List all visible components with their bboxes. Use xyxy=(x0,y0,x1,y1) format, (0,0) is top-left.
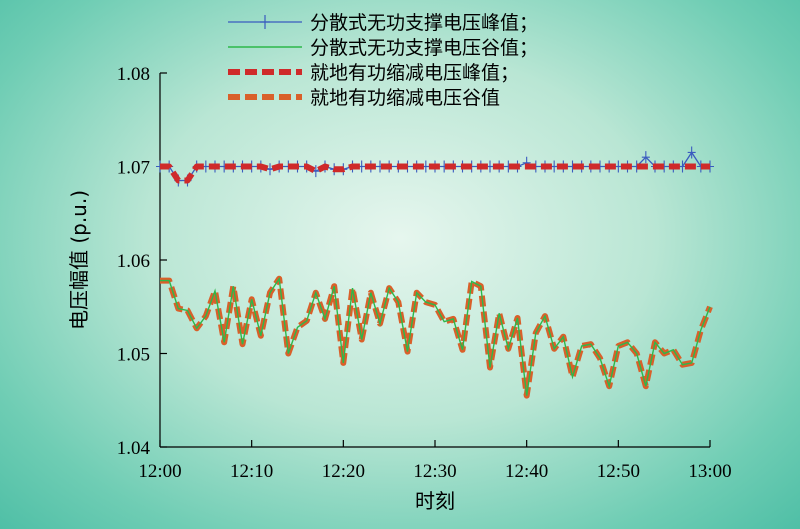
legend-item-1: 分散式无功支撑电压谷值； xyxy=(228,37,538,59)
y-axis-title: 电压幅值 (p.u.) xyxy=(67,190,91,330)
x-tick-label: 12:30 xyxy=(413,461,456,482)
legend-item-2: 就地有功缩减电压峰值； xyxy=(228,62,519,84)
series-line xyxy=(160,275,713,399)
x-tick-label: 12:20 xyxy=(322,461,365,482)
x-tick-label: 12:10 xyxy=(230,461,273,482)
y-tick-label: 1.07 xyxy=(117,158,150,179)
legend-label: 分散式无功支撑电压谷值； xyxy=(310,37,538,59)
legend-label: 就地有功缩减电压峰值； xyxy=(310,62,519,84)
series-point xyxy=(641,151,650,164)
legend: 分散式无功支撑电压峰值； 分散式无功支撑电压谷值； 就地有功缩减电压峰值； 就地有功缩… xyxy=(228,12,538,109)
legend-item-0: 分散式无功支撑电压峰值； xyxy=(228,12,538,34)
x-tick-label: 12:40 xyxy=(505,461,548,482)
series-line xyxy=(160,163,710,184)
series-1 xyxy=(160,276,711,396)
x-tick-label: 13:00 xyxy=(688,461,731,482)
series-2 xyxy=(160,163,710,184)
y-tick-label: 1.04 xyxy=(117,438,151,459)
y-tick-label: 1.08 xyxy=(117,64,150,85)
series-point xyxy=(687,146,696,159)
axes: 1.04 1.05 1.06 1.07 1.08 12:00 12:10 12:20 12:30… xyxy=(117,64,732,482)
legend-item-3: 就地有功缩减电压谷值 xyxy=(228,87,500,109)
legend-label: 分散式无功支撑电压峰值； xyxy=(310,12,538,34)
x-tick-label: 12:50 xyxy=(597,461,640,482)
series-line xyxy=(160,276,711,396)
y-tick-label: 1.06 xyxy=(117,251,150,272)
legend-label: 就地有功缩减电压谷值 xyxy=(310,87,500,109)
x-tick-label: 12:00 xyxy=(138,461,181,482)
x-axis-title: 时刻 xyxy=(415,489,455,513)
y-tick-label: 1.05 xyxy=(117,345,150,366)
legend-marker xyxy=(260,15,270,29)
series-3 xyxy=(160,275,713,399)
series-layer xyxy=(156,146,714,399)
